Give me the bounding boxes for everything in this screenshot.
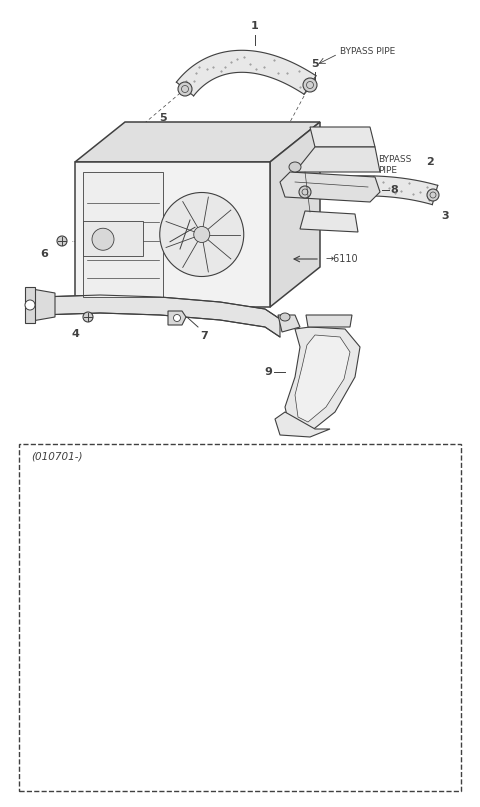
Polygon shape — [83, 221, 143, 257]
Ellipse shape — [173, 315, 180, 321]
Ellipse shape — [83, 312, 93, 322]
Ellipse shape — [92, 228, 114, 250]
Ellipse shape — [57, 236, 67, 246]
Polygon shape — [310, 127, 375, 147]
Ellipse shape — [280, 313, 290, 321]
Polygon shape — [168, 311, 186, 325]
Text: 3: 3 — [296, 207, 304, 217]
Text: 10: 10 — [140, 272, 156, 282]
Ellipse shape — [160, 193, 244, 277]
Polygon shape — [298, 176, 438, 205]
Ellipse shape — [25, 300, 35, 310]
Bar — [19, 444, 461, 791]
Polygon shape — [75, 122, 320, 162]
Polygon shape — [176, 50, 316, 96]
Polygon shape — [270, 122, 320, 307]
Ellipse shape — [299, 186, 311, 198]
Polygon shape — [285, 327, 360, 432]
Polygon shape — [75, 162, 270, 307]
Text: BYPASS: BYPASS — [378, 155, 411, 164]
Text: 6: 6 — [40, 249, 48, 259]
Text: 7: 7 — [200, 331, 208, 341]
Ellipse shape — [194, 227, 210, 242]
Text: →6110: →6110 — [325, 254, 358, 264]
Polygon shape — [306, 315, 352, 327]
Ellipse shape — [427, 189, 439, 201]
Polygon shape — [300, 211, 358, 232]
Text: 3: 3 — [441, 211, 449, 221]
Polygon shape — [40, 295, 280, 337]
Ellipse shape — [303, 78, 317, 92]
Ellipse shape — [289, 162, 301, 172]
Polygon shape — [295, 147, 380, 172]
Polygon shape — [280, 172, 380, 202]
Text: PIPE: PIPE — [378, 166, 397, 175]
Text: BYPASS PIPE: BYPASS PIPE — [340, 47, 395, 56]
Polygon shape — [295, 335, 350, 422]
Text: 2: 2 — [426, 157, 434, 167]
Text: 1: 1 — [251, 21, 259, 31]
Polygon shape — [278, 315, 300, 332]
Ellipse shape — [178, 82, 192, 96]
Text: 9: 9 — [264, 367, 272, 377]
Text: 5: 5 — [159, 113, 167, 123]
Polygon shape — [83, 172, 163, 297]
Polygon shape — [275, 412, 330, 437]
Text: 8: 8 — [390, 185, 398, 195]
Text: 5: 5 — [311, 59, 319, 69]
Polygon shape — [32, 289, 55, 321]
Text: (010701-): (010701-) — [31, 452, 83, 462]
Polygon shape — [25, 287, 35, 323]
Text: 4: 4 — [71, 329, 79, 339]
